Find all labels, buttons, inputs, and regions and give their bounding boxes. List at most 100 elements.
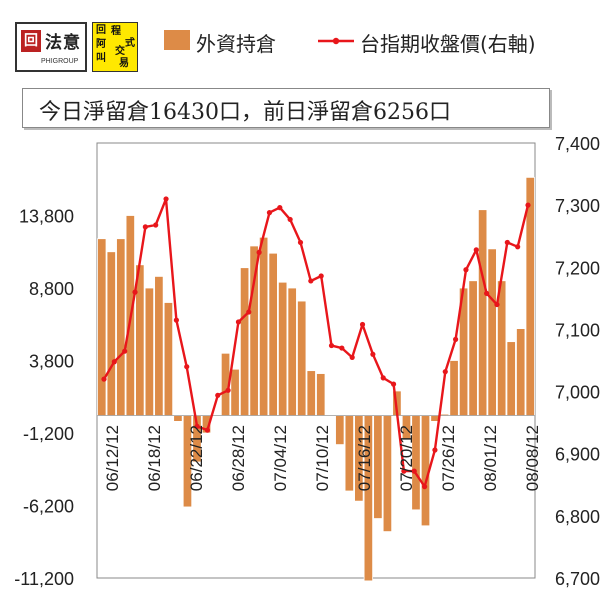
left-tick-label: -6,200 <box>23 497 74 517</box>
badge-char: 阿 <box>96 39 106 50</box>
right-tick-label: 7,100 <box>555 320 600 340</box>
x-tick-label: 08/01/12 <box>481 425 500 491</box>
position-bar <box>344 415 354 492</box>
price-point <box>184 364 190 370</box>
brand-name: 法意 <box>45 33 81 53</box>
x-tick-label: 07/10/12 <box>313 425 332 491</box>
left-tick-label: 8,800 <box>29 279 74 299</box>
position-bar <box>477 209 488 416</box>
program-trading-badge: 回 程 式 阿 交 叫 易 <box>92 22 138 72</box>
price-point <box>266 210 273 216</box>
position-bar <box>268 252 278 416</box>
badge-char: 易 <box>119 58 129 69</box>
price-point <box>401 468 407 474</box>
badge-char: 回 <box>96 25 106 36</box>
price-point <box>204 427 211 433</box>
price-point <box>349 354 355 360</box>
price-line <box>102 197 530 488</box>
price-point <box>173 317 179 323</box>
position-bar <box>106 251 116 417</box>
plot-area <box>96 142 536 579</box>
position-bar <box>230 368 240 417</box>
position-bar <box>449 360 459 416</box>
headline-text: 今日淨留倉16430口，前日淨留倉6256口 <box>39 100 451 125</box>
brand-sub: PHIGROUP <box>41 58 79 65</box>
price-point <box>411 468 417 474</box>
position-bar <box>297 300 307 416</box>
price-point <box>235 319 242 325</box>
legend-bar-label: 外資持倉 <box>196 32 276 56</box>
price-point <box>215 392 221 398</box>
price-point <box>287 216 293 223</box>
x-tick-label: 06/22/12 <box>187 425 206 491</box>
badge-char: 程 <box>111 26 121 37</box>
price-point <box>504 239 510 246</box>
price-point <box>484 290 490 296</box>
badge-char: 交 <box>115 46 125 57</box>
x-tick-label: 07/16/12 <box>355 425 374 491</box>
position-bar <box>163 302 174 416</box>
x-tick-label: 06/28/12 <box>229 425 248 491</box>
position-bar <box>258 236 269 417</box>
badge-char: 式 <box>125 38 135 49</box>
price-point <box>494 301 500 308</box>
left-tick-label: 3,800 <box>29 352 74 372</box>
position-bar <box>487 248 497 417</box>
right-tick-label: 7,400 <box>555 134 600 154</box>
price-point <box>432 447 438 453</box>
price-point <box>463 267 469 273</box>
x-tick-label: 06/12/12 <box>103 425 122 491</box>
price-point <box>111 359 117 365</box>
price-point <box>122 348 128 354</box>
position-bar <box>516 328 526 417</box>
price-point <box>318 273 324 279</box>
x-tick-label: 08/08/12 <box>523 425 542 491</box>
price-point <box>194 423 200 429</box>
left-tick-label: -1,200 <box>23 424 74 444</box>
x-tick-label: 06/18/12 <box>145 425 164 491</box>
price-point <box>142 224 148 230</box>
brand-mark-icon: 回 <box>21 30 41 52</box>
right-tick-label: 7,200 <box>555 258 600 278</box>
position-bar <box>97 238 107 416</box>
badge-char: 叫 <box>96 53 106 64</box>
price-point <box>380 375 386 381</box>
x-tick-label: 07/26/12 <box>439 425 458 491</box>
headline-box: 今日淨留倉16430口，前日淨留倉6256口 <box>22 88 550 128</box>
price-point <box>246 309 252 315</box>
left-tick-label: 13,800 <box>19 207 74 227</box>
position-bar <box>306 370 316 416</box>
price-point <box>163 196 169 202</box>
position-bar <box>316 373 326 416</box>
price-point <box>308 278 314 284</box>
position-bar <box>506 341 516 416</box>
price-point <box>442 369 448 375</box>
price-point <box>132 289 138 295</box>
left-tick-label: -11,200 <box>14 569 74 589</box>
position-bar <box>144 287 155 416</box>
legend-line-label: 台指期收盤價(右軸) <box>360 32 536 56</box>
legend-bar-swatch <box>164 30 190 50</box>
position-bar <box>382 415 393 533</box>
price-point <box>277 205 283 211</box>
right-tick-label: 7,300 <box>555 196 600 216</box>
price-point <box>101 376 107 382</box>
position-bar <box>173 415 183 422</box>
position-bar <box>468 280 478 417</box>
position-bar <box>278 281 288 417</box>
position-bar <box>116 238 126 416</box>
price-point <box>515 244 521 250</box>
price-point <box>256 249 262 255</box>
price-point <box>225 387 231 393</box>
price-point <box>370 351 376 357</box>
price-point <box>297 239 304 246</box>
price-point <box>328 342 335 349</box>
right-tick-label: 6,800 <box>555 507 600 527</box>
x-tick-label: 07/20/12 <box>397 425 416 491</box>
price-point <box>525 202 531 208</box>
right-tick-label: 7,000 <box>555 383 600 403</box>
position-bar <box>249 245 259 416</box>
position-bar <box>373 415 383 519</box>
price-point <box>359 321 366 328</box>
